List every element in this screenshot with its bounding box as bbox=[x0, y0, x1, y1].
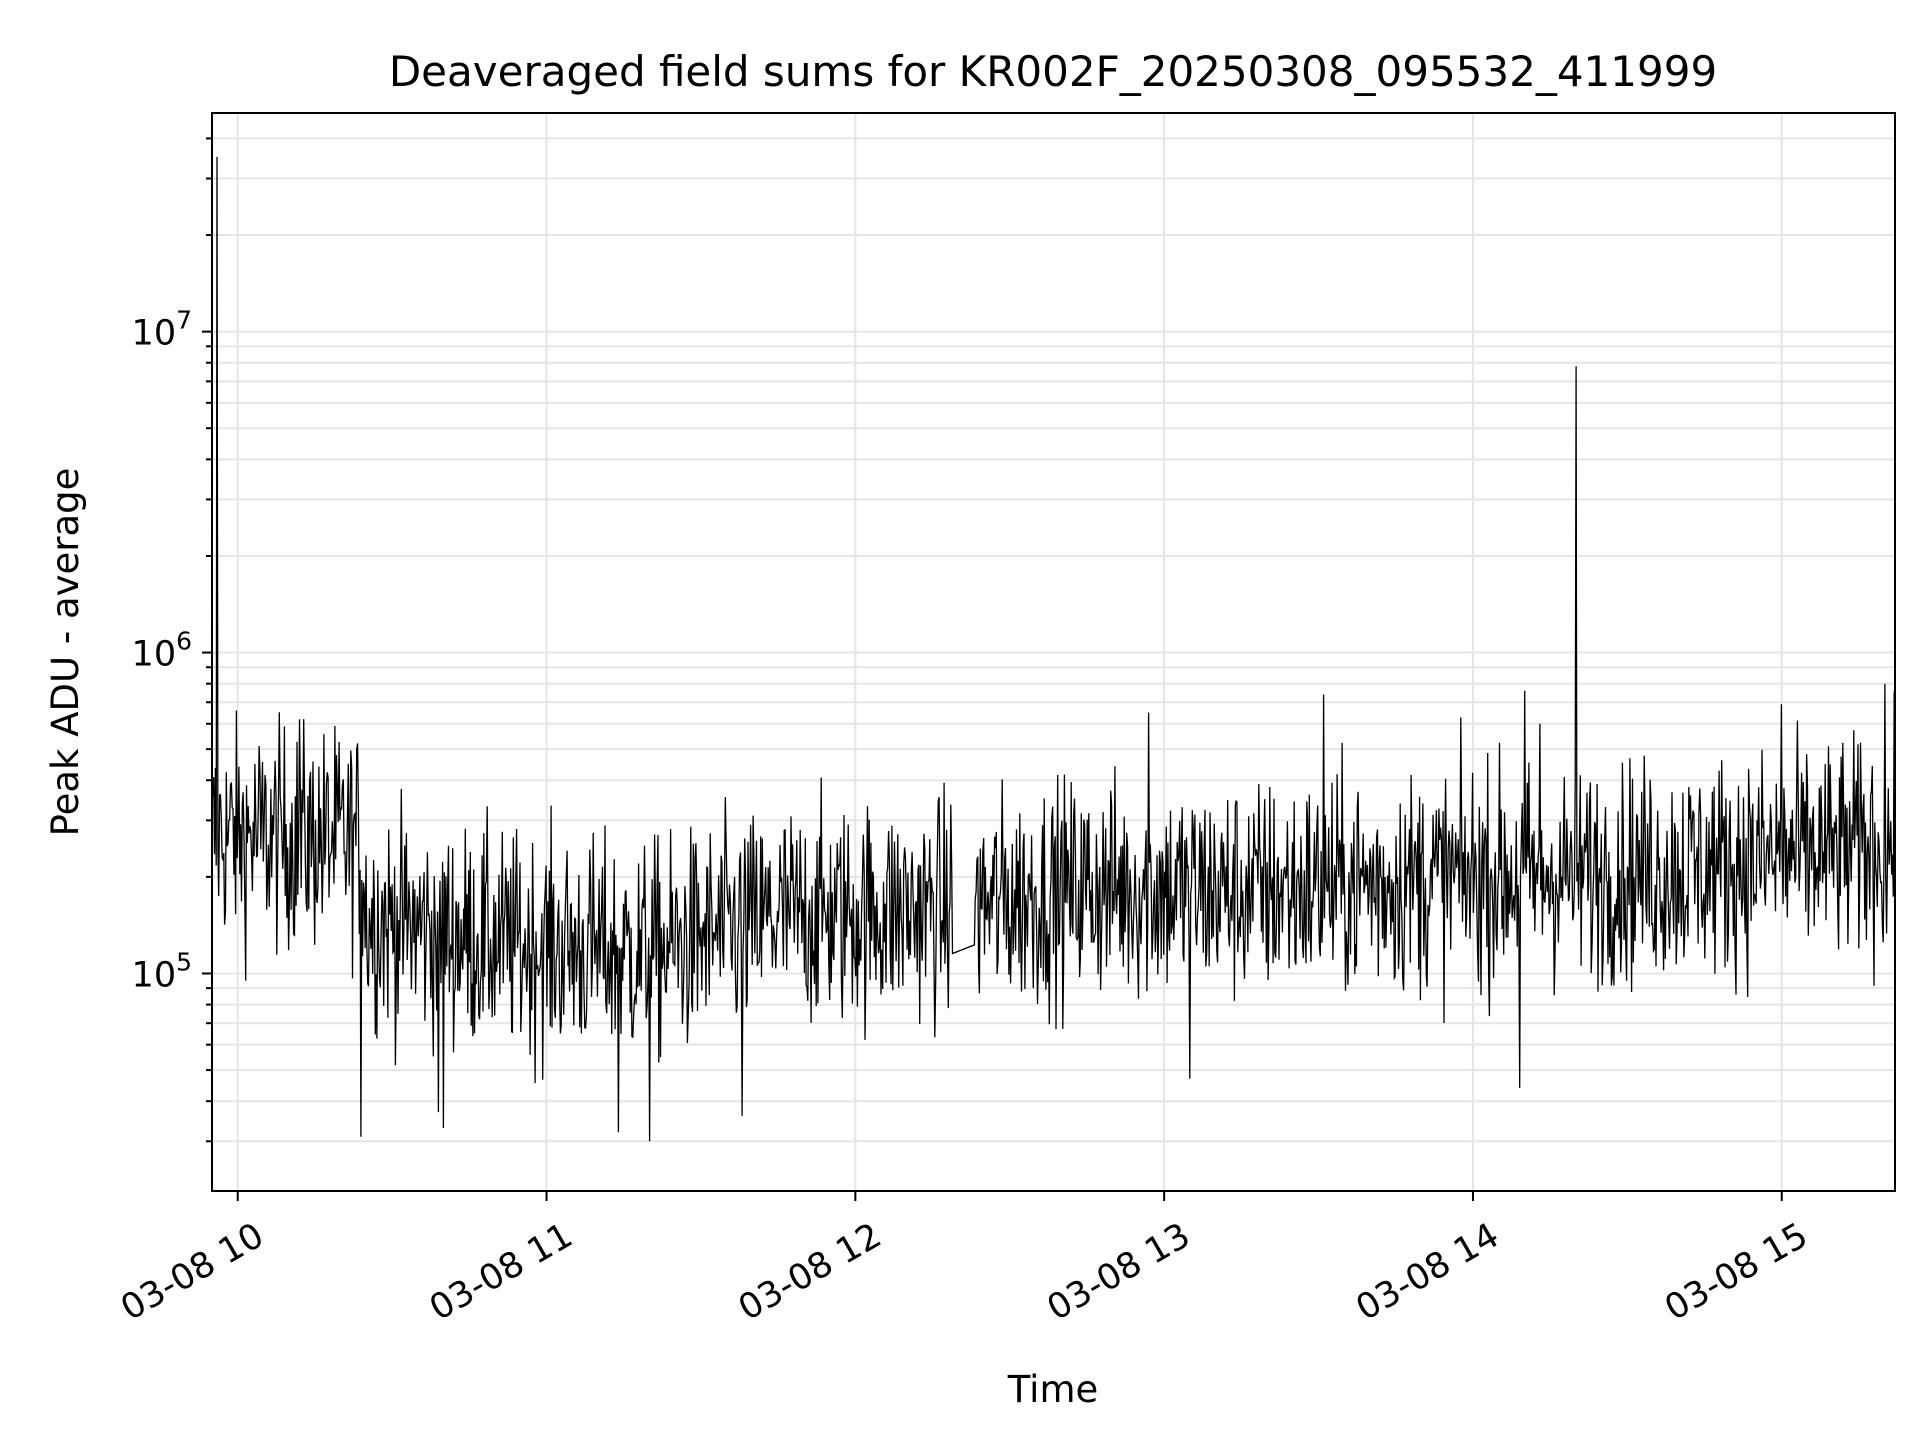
y-axis-label: Peak ADU - average bbox=[44, 468, 87, 837]
data-series bbox=[211, 156, 1896, 1142]
y-tick-label: 106 bbox=[132, 627, 192, 675]
y-tick-label: 105 bbox=[132, 947, 192, 995]
y-axis-ticks: 105 106 107 bbox=[132, 137, 212, 1143]
series-line bbox=[211, 156, 1896, 1142]
chart-title: Deaveraged field sums for KR002F_2025030… bbox=[389, 47, 1717, 96]
x-axis-label: Time bbox=[1007, 1368, 1099, 1411]
y-tick-label: 107 bbox=[132, 306, 192, 354]
